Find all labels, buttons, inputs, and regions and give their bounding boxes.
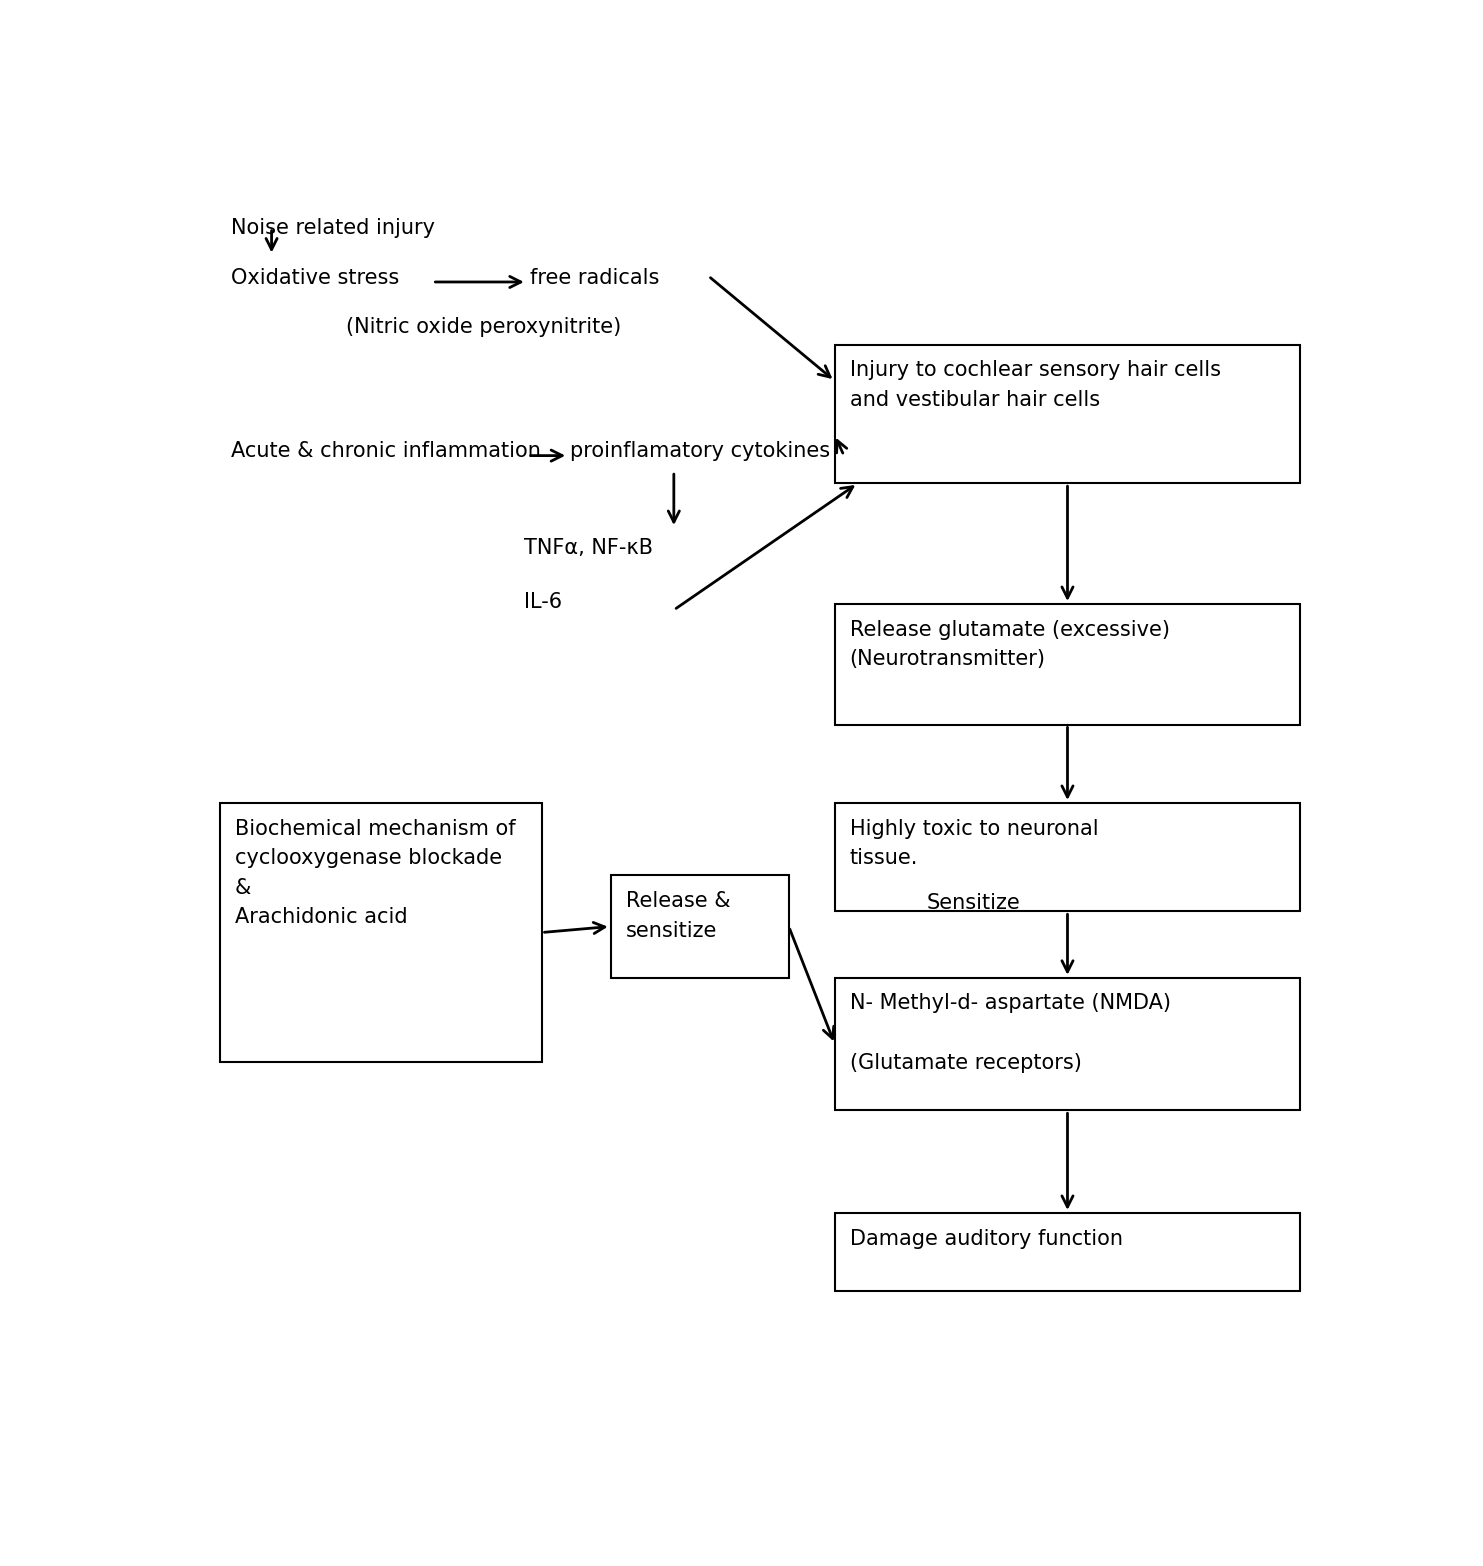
Text: Highly toxic to neuronal
tissue.: Highly toxic to neuronal tissue.: [850, 819, 1099, 868]
Text: Acute & chronic inflammation: Acute & chronic inflammation: [231, 442, 541, 460]
Bar: [835, 803, 1301, 911]
Text: Sensitize: Sensitize: [927, 893, 1020, 913]
Text: (Nitric oxide peroxynitrite): (Nitric oxide peroxynitrite): [347, 316, 621, 337]
Text: Release &
sensitize: Release & sensitize: [626, 891, 730, 941]
Bar: [835, 604, 1301, 725]
Text: IL-6: IL-6: [525, 592, 562, 612]
Bar: [835, 977, 1301, 1110]
Text: Noise related injury: Noise related injury: [231, 218, 436, 238]
Text: TNFα, NF-κB: TNFα, NF-κB: [525, 537, 654, 557]
Text: proinflamatory cytokines: proinflamatory cytokines: [571, 442, 830, 460]
Text: Biochemical mechanism of
cyclooxygenase blockade
&
Arachidonic acid: Biochemical mechanism of cyclooxygenase …: [234, 819, 516, 927]
Text: Oxidative stress: Oxidative stress: [231, 268, 399, 288]
Text: free radicals: free radicals: [531, 268, 660, 288]
Text: Injury to cochlear sensory hair cells
and vestibular hair cells: Injury to cochlear sensory hair cells an…: [850, 360, 1221, 410]
Bar: [219, 803, 541, 1062]
Text: Release glutamate (excessive)
(Neurotransmitter): Release glutamate (excessive) (Neurotran…: [850, 620, 1170, 669]
Text: N- Methyl-d- aspartate (NMDA)

(Glutamate receptors): N- Methyl-d- aspartate (NMDA) (Glutamate…: [850, 993, 1170, 1073]
Bar: [835, 345, 1301, 484]
Text: Damage auditory function: Damage auditory function: [850, 1229, 1123, 1248]
Bar: [835, 1212, 1301, 1292]
Bar: [611, 875, 789, 977]
